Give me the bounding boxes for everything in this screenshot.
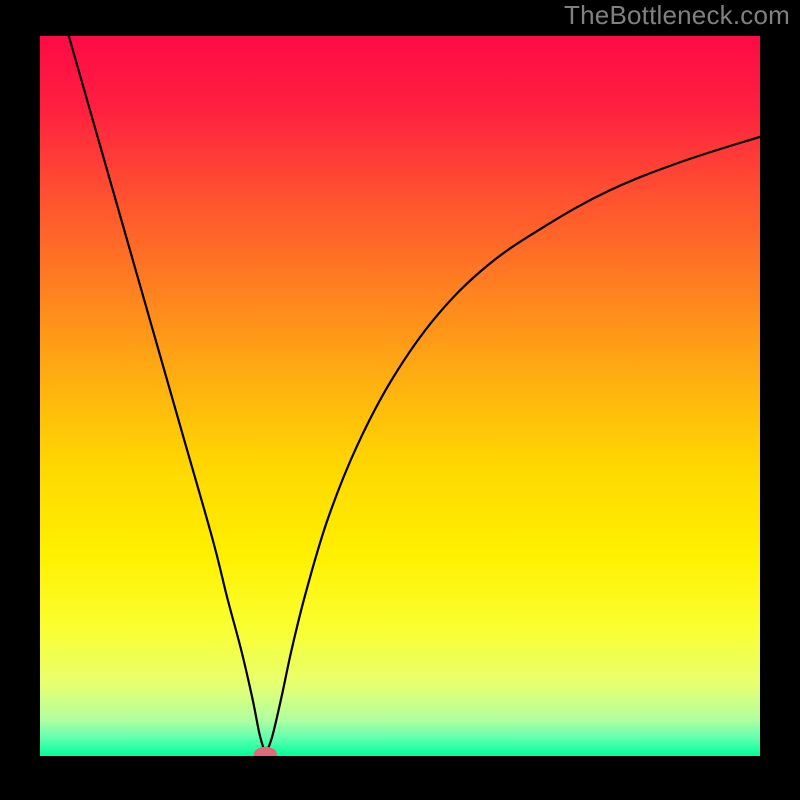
plot-area <box>40 36 760 756</box>
watermark-label: TheBottleneck.com <box>564 0 790 31</box>
chart-container: TheBottleneck.com <box>0 0 800 800</box>
bottleneck-chart <box>0 0 800 800</box>
